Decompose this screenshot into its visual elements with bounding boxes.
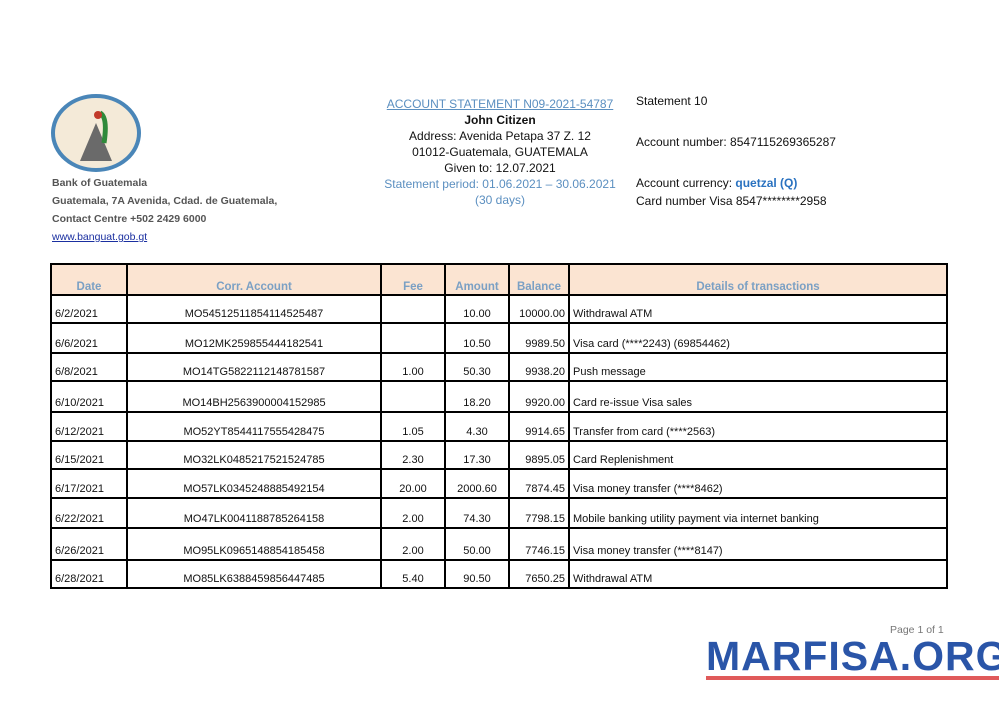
header-corr-account: Corr. Account [126, 263, 382, 296]
cell-balance: 7650.25 [508, 559, 570, 589]
cell-amount: 18.20 [444, 380, 510, 413]
cell-corr-account: MO85LK6388459856447485 [126, 559, 382, 589]
table-row: 6/12/2021 MO52YT8544117555428475 1.05 4.30 9… [50, 411, 948, 442]
cell-amount: 50.30 [444, 352, 510, 382]
statement-period: Statement period: 01.06.2021 – 30.06.202… [384, 177, 616, 191]
table-row: 6/15/2021 MO32LK0485217521524785 2.30 17.30… [50, 440, 948, 470]
cell-balance: 9938.20 [508, 352, 570, 382]
client-name: John Citizen [464, 113, 536, 127]
table-row: 6/26/2021 MO95LK0965148854185458 2.00 50.00… [50, 527, 948, 561]
bank-website-link[interactable]: www.banguat.gob.gt [52, 231, 148, 243]
cell-amount: 10.50 [444, 322, 510, 354]
table-header: Date Corr. Account Fee Amount Balance Details… [50, 263, 948, 296]
cell-details: Card Replenishment [568, 440, 948, 470]
cell-corr-account: MO32LK0485217521524785 [126, 440, 382, 470]
cell-date: 6/8/2021 [50, 352, 128, 382]
cell-fee: 5.40 [380, 559, 446, 589]
transactions-table: Date Corr. Account Fee Amount Balance Details… [50, 263, 948, 589]
cell-fee [380, 294, 446, 324]
bank-name: Bank of Guatemala [52, 177, 148, 189]
cell-balance: 9989.50 [508, 322, 570, 354]
cell-details: Withdrawal ATM [568, 559, 948, 589]
cell-fee: 2.00 [380, 497, 446, 529]
cell-balance: 7798.15 [508, 497, 570, 529]
cell-corr-account: MO14TG5822112148781587 [126, 352, 382, 382]
cell-date: 6/10/2021 [50, 380, 128, 413]
table-row: 6/10/2021 MO14BH2563900004152985 18.20 9920… [50, 380, 948, 413]
cell-corr-account: MO47LK0041188785264158 [126, 497, 382, 529]
cell-details: Visa card (****2243) (69854462) [568, 322, 948, 354]
table-row: 6/17/2021 MO57LK0345248885492154 20.00 2000… [50, 468, 948, 499]
statement-number: Statement 10 [636, 94, 708, 108]
statement-days: (30 days) [474, 193, 526, 207]
cell-details: Visa money transfer (****8462) [568, 468, 948, 499]
currency-value: quetzal (Q) [735, 176, 798, 190]
cell-details: Mobile banking utility payment via inter… [568, 497, 948, 529]
cell-fee: 1.00 [380, 352, 446, 382]
cell-corr-account: MO95LK0965148854185458 [126, 527, 382, 561]
bank-contact: Contact Centre +502 2429 6000 [52, 213, 207, 225]
cell-balance: 9895.05 [508, 440, 570, 470]
cell-balance: 7746.15 [508, 527, 570, 561]
cell-details: Transfer from card (****2563) [568, 411, 948, 442]
cell-amount: 90.50 [444, 559, 510, 589]
account-number: Account number: 8547115269365287 [636, 135, 836, 149]
client-address: Address: Avenida Petapa 37 Z. 12 [409, 129, 591, 143]
cell-amount: 10.00 [444, 294, 510, 324]
table-row: 6/6/2021 MO12MK259855444182541 10.50 9989.5… [50, 322, 948, 354]
cell-details: Card re-issue Visa sales [568, 380, 948, 413]
cell-corr-account: MO57LK0345248885492154 [126, 468, 382, 499]
statement-title: ACCOUNT STATEMENT N09-2021-54787 [386, 97, 614, 111]
page-number: Page 1 of 1 [890, 624, 944, 636]
cell-balance: 9914.65 [508, 411, 570, 442]
currency-label: Account currency: [636, 176, 736, 190]
card-number: Card number Visa 8547********2958 [636, 194, 827, 208]
cell-balance: 9920.00 [508, 380, 570, 413]
client-city: 01012-Guatemala, GUATEMALA [412, 145, 588, 159]
cell-date: 6/12/2021 [50, 411, 128, 442]
watermark-logo: MARFISA.ORG [706, 636, 999, 680]
cell-details: Visa money transfer (****8147) [568, 527, 948, 561]
cell-fee: 1.05 [380, 411, 446, 442]
cell-date: 6/17/2021 [50, 468, 128, 499]
cell-balance: 10000.00 [508, 294, 570, 324]
cell-amount: 17.30 [444, 440, 510, 470]
cell-amount: 2000.60 [444, 468, 510, 499]
header-details: Details of transactions [568, 263, 948, 296]
cell-fee: 2.00 [380, 527, 446, 561]
cell-corr-account: MO54512511854114525487 [126, 294, 382, 324]
table-row: 6/8/2021 MO14TG5822112148781587 1.00 50.30 9… [50, 352, 948, 382]
cell-fee: 2.30 [380, 440, 446, 470]
cell-date: 6/22/2021 [50, 497, 128, 529]
cell-amount: 50.00 [444, 527, 510, 561]
bank-logo-seal [51, 94, 141, 172]
cell-details: Push message [568, 352, 948, 382]
table-row: 6/22/2021 MO47LK0041188785264158 2.00 74.30… [50, 497, 948, 529]
table-row: 6/2/2021 MO54512511854114525487 10.00 10000… [50, 294, 948, 324]
header-date: Date [50, 263, 128, 296]
cell-balance: 7874.45 [508, 468, 570, 499]
cell-fee: 20.00 [380, 468, 446, 499]
cell-date: 6/6/2021 [50, 322, 128, 354]
header-balance: Balance [508, 263, 570, 296]
cell-fee [380, 380, 446, 413]
cell-amount: 4.30 [444, 411, 510, 442]
header-fee: Fee [380, 263, 446, 296]
table-row: 6/28/2021 MO85LK6388459856447485 5.40 90.50… [50, 559, 948, 589]
cell-date: 6/2/2021 [50, 294, 128, 324]
header-amount: Amount [444, 263, 510, 296]
cell-details: Withdrawal ATM [568, 294, 948, 324]
cell-fee [380, 322, 446, 354]
bank-address: Guatemala, 7A Avenida, Cdad. de Guatemal… [52, 195, 278, 207]
cell-date: 6/26/2021 [50, 527, 128, 561]
cell-corr-account: MO52YT8544117555428475 [126, 411, 382, 442]
account-currency: Account currency: quetzal (Q) [636, 176, 797, 190]
cell-date: 6/15/2021 [50, 440, 128, 470]
given-date: Given to: 12.07.2021 [444, 161, 556, 175]
cell-date: 6/28/2021 [50, 559, 128, 589]
cell-corr-account: MO12MK259855444182541 [126, 322, 382, 354]
cell-amount: 74.30 [444, 497, 510, 529]
cell-corr-account: MO14BH2563900004152985 [126, 380, 382, 413]
